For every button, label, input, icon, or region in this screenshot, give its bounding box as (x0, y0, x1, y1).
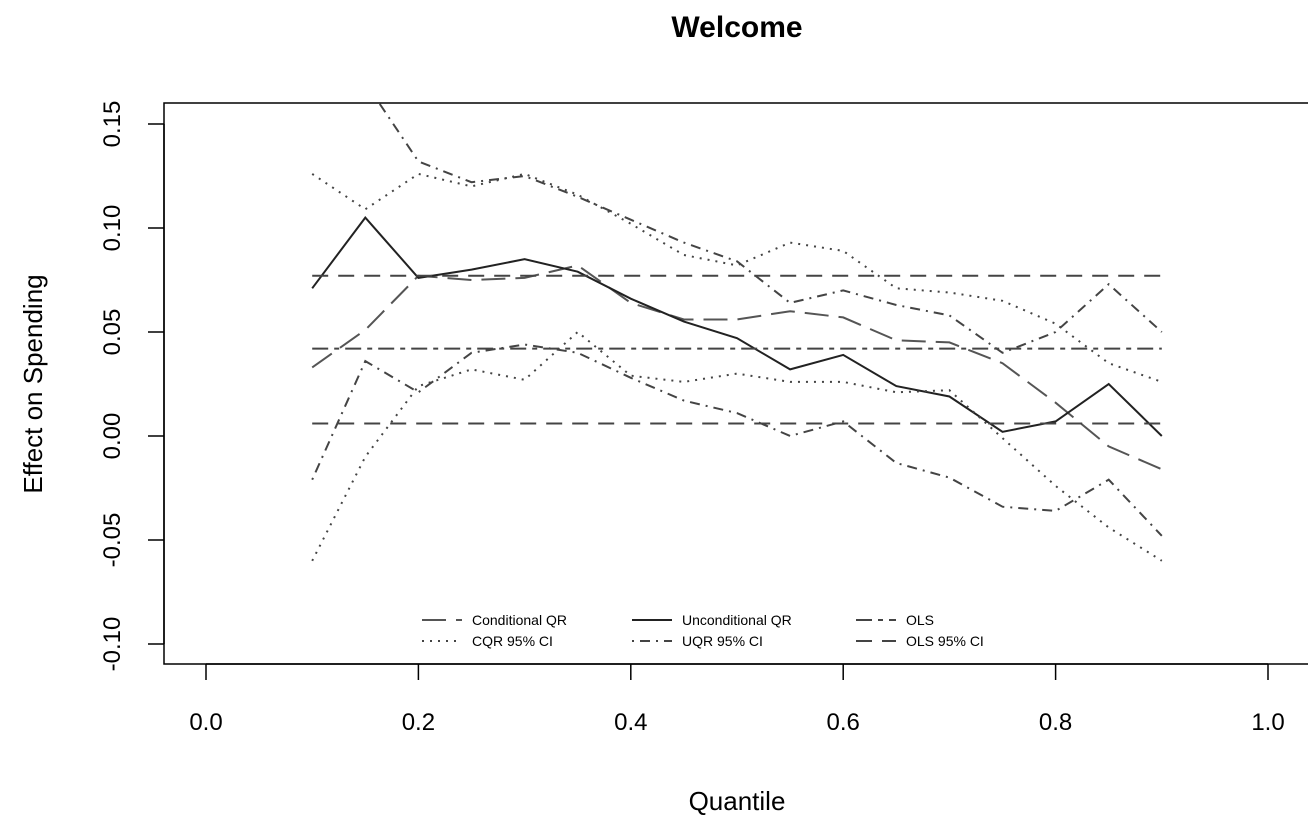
legend: Conditional QR Unconditional QR OLS CQR 95%… (422, 612, 984, 649)
uqr-95-ci-lower-line (311, 343, 1163, 537)
x-axis-label: Quantile (689, 786, 786, 816)
y-tick-label: -0.10 (99, 617, 126, 672)
x-tick-label: 1.0 (1251, 709, 1284, 736)
y-tick-label: 0.00 (99, 413, 126, 460)
chart-title: Welcome (671, 11, 802, 44)
x-tick-label: 0.2 (402, 709, 435, 736)
unconditional-qr-line (311, 216, 1163, 437)
y-axis: -0.10 -0.05 0.00 0.05 0.10 0.15 (99, 101, 165, 672)
x-tick-label: 0.8 (1039, 709, 1072, 736)
legend-label-ols: OLS (906, 612, 934, 628)
y-tick-label: 0.10 (99, 205, 126, 252)
legend-label-unconditional-qr: Unconditional QR (682, 612, 792, 628)
cqr-95-ci-upper-line (311, 172, 1163, 383)
legend-label-cqr-95-ci: CQR 95% CI (472, 633, 553, 649)
plot-frame (163, 102, 1308, 665)
x-tick-label: 0.4 (614, 709, 647, 736)
legend-label-ols-95-ci: OLS 95% CI (906, 633, 984, 649)
y-tick-label: -0.05 (99, 513, 126, 568)
y-tick-label: 0.05 (99, 309, 126, 356)
legend-label-conditional-qr: Conditional QR (472, 612, 567, 628)
y-axis-label: Effect on Spending (18, 274, 48, 493)
legend-label-uqr-95-ci: UQR 95% CI (682, 633, 763, 649)
uqr-95-ci-upper-line (377, 103, 1163, 354)
x-tick-label: 0.0 (189, 709, 222, 736)
cqr-95-ci-lower-line (311, 330, 1163, 562)
conditional-qr-line (311, 264, 1163, 471)
y-tick-label: 0.15 (99, 101, 126, 148)
x-axis: 0.0 0.2 0.4 0.6 0.8 1.0 (189, 663, 1285, 736)
series-layer (311, 103, 1163, 562)
x-tick-label: 0.6 (827, 709, 860, 736)
